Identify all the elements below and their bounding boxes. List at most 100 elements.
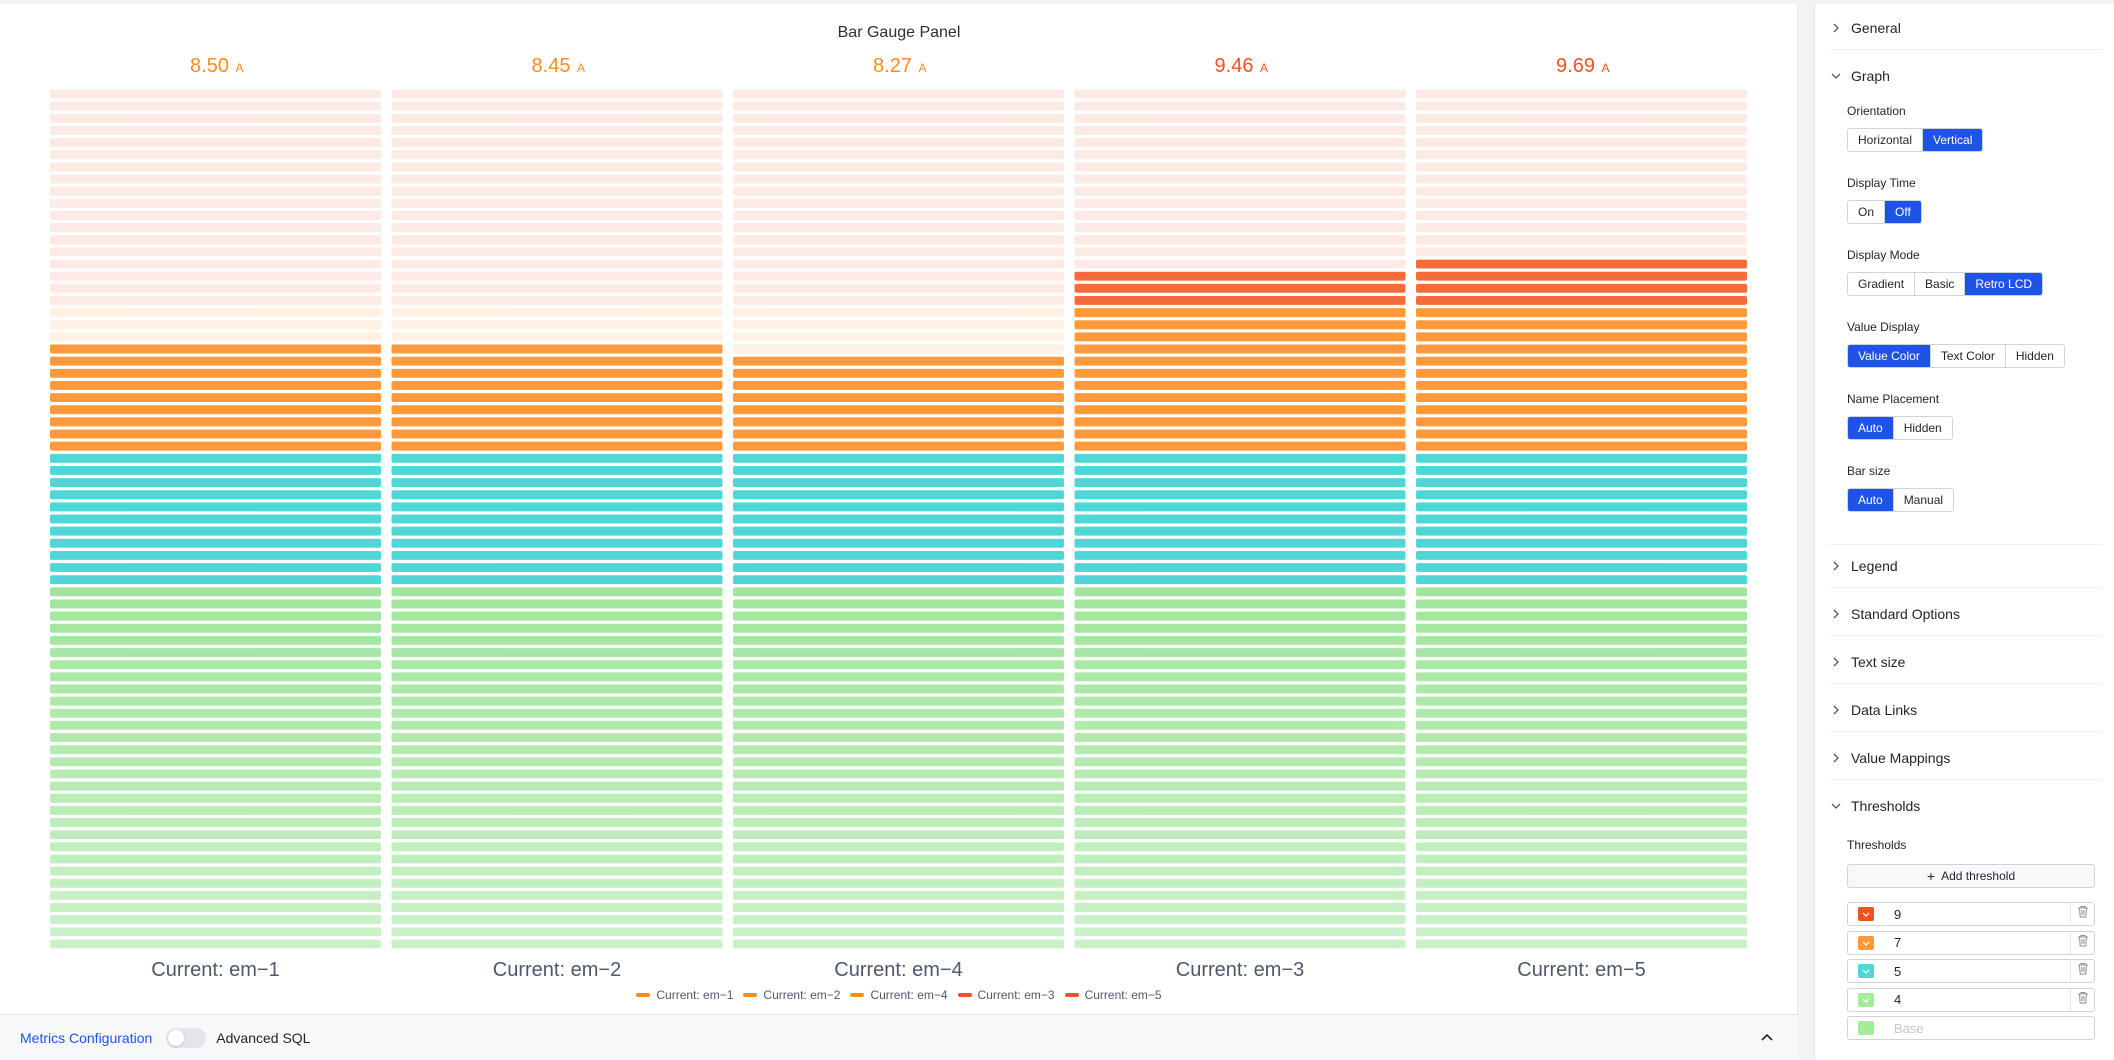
lcd-cell-lit bbox=[733, 380, 1064, 390]
lcd-cell-lit bbox=[50, 733, 381, 742]
trash-icon bbox=[2077, 991, 2089, 1009]
name-placement-option-auto[interactable]: Auto bbox=[1848, 417, 1894, 439]
lcd-cell-lit bbox=[1074, 368, 1406, 378]
metrics-configuration-tab[interactable]: Metrics Configuration bbox=[20, 1029, 153, 1046]
legend-item[interactable]: Current: em−2 bbox=[743, 988, 840, 1002]
orientation-option-vertical[interactable]: Vertical bbox=[1923, 129, 1983, 151]
section-graph[interactable]: Graph bbox=[1829, 54, 2103, 98]
threshold-base-color-picker[interactable] bbox=[1858, 1021, 1874, 1035]
section-data-links[interactable]: Data Links bbox=[1829, 688, 2103, 732]
lcd-cell-lit bbox=[1416, 672, 1747, 682]
lcd-cell-lit bbox=[50, 818, 381, 827]
lcd-cell-unlit bbox=[1416, 89, 1747, 99]
threshold-base-input[interactable]: Base bbox=[1894, 1020, 1924, 1036]
display-time-selector: On Off bbox=[1847, 200, 1922, 224]
lcd-cell-lit bbox=[1074, 635, 1406, 645]
lcd-cell-lit bbox=[50, 611, 381, 621]
threshold-color-picker[interactable] bbox=[1858, 992, 1874, 1007]
section-graph-label: Graph bbox=[1851, 68, 1890, 84]
display-mode-option-basic[interactable]: Basic bbox=[1915, 273, 1966, 295]
legend-item[interactable]: Current: em−1 bbox=[636, 988, 733, 1002]
delete-threshold-button[interactable] bbox=[2070, 960, 2094, 982]
delete-threshold-button[interactable] bbox=[2070, 988, 2094, 1011]
section-general[interactable]: General bbox=[1829, 6, 2103, 50]
value-display-option-hidden[interactable]: Hidden bbox=[2005, 345, 2064, 367]
lcd-cell-lit bbox=[1416, 283, 1747, 293]
lcd-cell-lit bbox=[50, 781, 381, 791]
lcd-cell-lit bbox=[733, 818, 1064, 827]
lcd-cell-lit bbox=[733, 878, 1064, 888]
lcd-cell-unlit bbox=[391, 138, 723, 148]
value-display-option-value-color[interactable]: Value Color bbox=[1848, 345, 1931, 367]
display-mode-option-gradient[interactable]: Gradient bbox=[1848, 273, 1916, 295]
lcd-cell-lit bbox=[733, 599, 1064, 609]
threshold-value-input[interactable]: 7 bbox=[1894, 935, 1902, 950]
lcd-cell-lit bbox=[733, 465, 1064, 475]
legend-item[interactable]: Current: em−5 bbox=[1064, 988, 1162, 1002]
name-placement-option-hidden[interactable]: Hidden bbox=[1893, 417, 1952, 439]
lcd-cell-unlit bbox=[391, 89, 723, 99]
section-legend[interactable]: Legend bbox=[1829, 544, 2103, 588]
bar-size-option-auto[interactable]: Auto bbox=[1848, 489, 1894, 511]
threshold-color-picker[interactable] bbox=[1858, 907, 1874, 921]
display-time-option-off[interactable]: Off bbox=[1885, 201, 1921, 223]
lcd-cell-unlit bbox=[1074, 162, 1406, 172]
threshold-value-input[interactable]: 4 bbox=[1894, 992, 1902, 1007]
section-standard-options[interactable]: Standard Options bbox=[1829, 592, 2103, 636]
lcd-cell-lit bbox=[1416, 878, 1747, 888]
lcd-cell-lit bbox=[1074, 417, 1406, 427]
legend-item[interactable]: Current: em−4 bbox=[850, 988, 948, 1002]
lcd-cell-lit bbox=[1074, 308, 1406, 318]
section-value-mappings[interactable]: Value Mappings bbox=[1829, 736, 2103, 780]
lcd-cell-unlit bbox=[733, 259, 1064, 269]
lcd-cell-lit bbox=[391, 660, 723, 670]
chevron-right-icon bbox=[1829, 751, 1843, 765]
lcd-cell-lit bbox=[391, 745, 723, 755]
lcd-cell-lit bbox=[1074, 478, 1406, 488]
add-threshold-button[interactable]: + Add threshold bbox=[1847, 864, 2095, 888]
lcd-cell-lit bbox=[1416, 903, 1747, 912]
lcd-cell-lit bbox=[1074, 575, 1406, 585]
bar-size-option-manual[interactable]: Manual bbox=[1893, 489, 1954, 511]
advanced-sql-toggle[interactable] bbox=[166, 1027, 207, 1048]
lcd-cell-unlit bbox=[733, 223, 1064, 233]
value-display-selector: Value Color Text Color Hidden bbox=[1847, 344, 2065, 368]
delete-threshold-button[interactable] bbox=[2070, 931, 2094, 954]
lcd-cell-lit bbox=[1074, 332, 1406, 342]
threshold-value-input[interactable]: 9 bbox=[1894, 906, 1902, 922]
lcd-cell-lit bbox=[391, 854, 723, 864]
lcd-cell-unlit bbox=[733, 211, 1064, 220]
chevron-down-icon bbox=[1862, 905, 1870, 923]
delete-threshold-button[interactable] bbox=[2070, 903, 2094, 925]
display-time-option-on[interactable]: On bbox=[1848, 201, 1886, 223]
lcd-cell-lit bbox=[733, 708, 1064, 718]
lcd-cell-lit bbox=[1416, 380, 1747, 390]
lcd-cell-lit bbox=[50, 587, 381, 597]
threshold-value-input[interactable]: 5 bbox=[1894, 963, 1902, 979]
lcd-cell-lit bbox=[1416, 441, 1747, 451]
section-text-size[interactable]: Text size bbox=[1829, 640, 2103, 684]
lcd-cell-lit bbox=[733, 587, 1064, 597]
lcd-cell-lit bbox=[391, 538, 723, 548]
lcd-cell-lit bbox=[733, 757, 1064, 767]
lcd-cell-lit bbox=[50, 417, 381, 427]
section-thresholds[interactable]: Thresholds bbox=[1829, 784, 2103, 828]
bar-size-selector: Auto Manual bbox=[1847, 488, 1955, 512]
lcd-cell-unlit bbox=[50, 198, 381, 208]
collapse-button[interactable] bbox=[1756, 1027, 1778, 1049]
lcd-cell-lit bbox=[50, 502, 381, 512]
orientation-option-horizontal[interactable]: Horizontal bbox=[1848, 129, 1924, 151]
threshold-color-picker[interactable] bbox=[1858, 964, 1874, 978]
value-display-option-text-color[interactable]: Text Color bbox=[1930, 345, 2006, 367]
lcd-cell-unlit bbox=[1074, 211, 1406, 220]
lcd-cell-lit bbox=[391, 890, 723, 900]
lcd-cell-unlit bbox=[391, 295, 723, 305]
lcd-cell-lit bbox=[391, 429, 723, 439]
lcd-cell-lit bbox=[391, 490, 723, 500]
threshold-color-picker[interactable] bbox=[1858, 935, 1874, 950]
lcd-cell-lit bbox=[1074, 393, 1406, 403]
display-mode-option-retro-lcd[interactable]: Retro LCD bbox=[1965, 273, 2043, 295]
lcd-cell-lit bbox=[1074, 514, 1406, 524]
legend-item[interactable]: Current: em−3 bbox=[957, 988, 1055, 1002]
chevron-right-icon bbox=[1829, 607, 1843, 621]
